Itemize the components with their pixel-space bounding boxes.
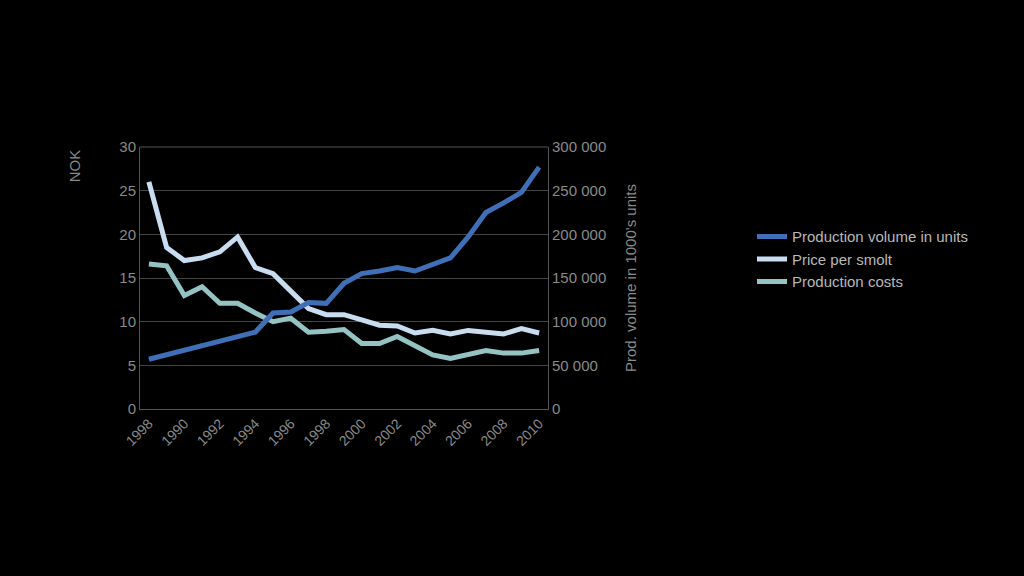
svg-text:200 000: 200 000 — [552, 226, 606, 243]
svg-text:25: 25 — [119, 182, 136, 199]
svg-text:0: 0 — [128, 400, 136, 417]
svg-text:1992: 1992 — [194, 415, 227, 448]
svg-text:150 000: 150 000 — [552, 269, 606, 286]
svg-text:1990: 1990 — [158, 415, 191, 448]
svg-text:1996: 1996 — [265, 415, 298, 448]
svg-text:2006: 2006 — [442, 415, 475, 448]
svg-text:2010: 2010 — [513, 415, 546, 448]
svg-text:Prod. volume in 1000's units: Prod. volume in 1000's units — [622, 184, 639, 372]
svg-text:30: 30 — [119, 138, 136, 155]
svg-text:0: 0 — [552, 400, 560, 417]
svg-text:1998: 1998 — [123, 415, 156, 448]
svg-text:10: 10 — [119, 313, 136, 330]
svg-text:NOK: NOK — [66, 150, 83, 183]
svg-text:5: 5 — [128, 357, 136, 374]
svg-text:100 000: 100 000 — [552, 313, 606, 330]
svg-text:Price per smolt: Price per smolt — [792, 251, 893, 268]
svg-text:Production costs: Production costs — [792, 273, 903, 290]
svg-text:1994: 1994 — [229, 415, 262, 448]
svg-text:2000: 2000 — [335, 415, 368, 448]
svg-text:250 000: 250 000 — [552, 182, 606, 199]
svg-text:300 000: 300 000 — [552, 138, 606, 155]
svg-text:50 000: 50 000 — [552, 357, 598, 374]
svg-text:1998: 1998 — [300, 415, 333, 448]
svg-text:2004: 2004 — [406, 415, 439, 448]
svg-text:15: 15 — [119, 269, 136, 286]
svg-text:2008: 2008 — [477, 415, 510, 448]
svg-text:2002: 2002 — [371, 415, 404, 448]
svg-text:Production volume in units: Production volume in units — [792, 228, 968, 245]
svg-text:20: 20 — [119, 226, 136, 243]
